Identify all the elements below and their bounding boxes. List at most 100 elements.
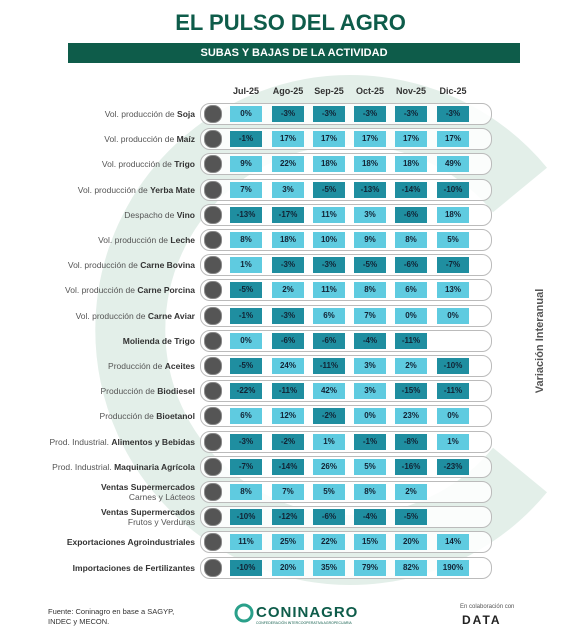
column-header: Dic-25 xyxy=(439,86,467,96)
value-cell: -1% xyxy=(230,307,262,324)
value-cell: -3% xyxy=(354,106,386,122)
row-label: Vol. producción de Leche xyxy=(20,235,195,245)
column-header: Oct-25 xyxy=(355,86,384,96)
row-label: Vol. producción de Yerba Mate xyxy=(20,185,195,195)
value-cell: 8% xyxy=(354,282,386,299)
value-cell: -4% xyxy=(354,332,386,349)
label-sub: Frutos y Verduras xyxy=(127,517,195,528)
label-bold: Importaciones de Fertilizantes xyxy=(72,562,195,573)
label-prefix: Vol. producción de xyxy=(77,184,148,195)
label-bold: Biodiesel xyxy=(157,386,195,397)
row-icon xyxy=(204,483,222,501)
value-cell: -17% xyxy=(272,206,304,223)
value-cell: 42% xyxy=(313,383,345,400)
data-logo: DATA xyxy=(462,613,502,627)
value-cell: 0% xyxy=(395,307,427,324)
value-cell: -5% xyxy=(230,282,262,299)
row-icon xyxy=(204,180,222,199)
value-cell: 7% xyxy=(230,181,262,198)
value-cell: 18% xyxy=(313,156,345,173)
value-cell: -11% xyxy=(395,332,427,349)
value-cell: 0% xyxy=(437,307,469,324)
label-bold: Yerba Mate xyxy=(150,184,195,195)
value-cell: 1% xyxy=(437,433,469,450)
value-cell: 5% xyxy=(313,484,345,500)
label-bold: Bioetanol xyxy=(156,411,195,422)
label-bold: Maíz xyxy=(176,134,195,145)
value-cell: -15% xyxy=(395,383,427,400)
value-cell: 190% xyxy=(437,559,469,576)
value-cell: 11% xyxy=(313,282,345,299)
value-cell: 6% xyxy=(230,408,262,425)
value-cell: 3% xyxy=(354,358,386,374)
value-cell: 20% xyxy=(395,534,427,551)
value-cell: -5% xyxy=(313,181,345,198)
subtitle: SUBAS Y BAJAS DE LA ACTIVIDAD xyxy=(68,43,520,63)
label-bold: Soja xyxy=(177,109,195,119)
label-prefix: Producción de xyxy=(108,361,163,371)
row-icon xyxy=(204,331,222,350)
label-bold: Molienda de Trigo xyxy=(122,335,195,346)
value-cell: -14% xyxy=(395,181,427,198)
value-cell: -13% xyxy=(354,181,386,198)
value-cell: -13% xyxy=(230,206,262,223)
value-cell: -2% xyxy=(272,433,304,450)
value-cell: 3% xyxy=(354,206,386,223)
label-sub: Carnes y Lácteos xyxy=(128,492,195,502)
label-prefix: Vol. producción de xyxy=(65,285,135,296)
value-cell: 0% xyxy=(354,408,386,425)
value-cell: 18% xyxy=(395,156,427,173)
value-cell: 13% xyxy=(437,282,469,299)
value-cell: -5% xyxy=(230,358,262,374)
label-prefix: Prod. Industrial. xyxy=(52,461,112,472)
value-cell: -5% xyxy=(395,509,427,526)
row-label: Producción de Biodiesel xyxy=(20,386,195,396)
value-cell: 1% xyxy=(230,257,262,274)
row-label: Molienda de Trigo xyxy=(20,336,195,346)
value-cell: 18% xyxy=(272,232,304,248)
logo: CONINAGRO xyxy=(256,604,359,621)
value-cell: 5% xyxy=(437,232,469,248)
value-cell: 18% xyxy=(354,156,386,173)
row-label: Ventas Supermercados Carnes y Lácteos xyxy=(20,482,195,502)
logo-icon xyxy=(234,603,254,623)
value-cell: 22% xyxy=(313,534,345,551)
row-icon xyxy=(204,533,222,552)
value-cell: -1% xyxy=(230,131,262,148)
value-cell: 0% xyxy=(230,106,262,122)
label-prefix: Vol. producción de xyxy=(104,134,175,145)
value-cell: 20% xyxy=(272,559,304,576)
value-cell: 35% xyxy=(313,559,345,576)
label-bold: Vino xyxy=(176,209,195,220)
value-cell: 23% xyxy=(395,408,427,425)
value-cell: -22% xyxy=(230,383,262,400)
value-cell: 6% xyxy=(395,282,427,299)
value-cell: 2% xyxy=(272,282,304,299)
label-bold: Leche xyxy=(170,235,195,245)
row-label: Ventas Supermercados Frutos y Verduras xyxy=(20,507,195,527)
value-cell: 22% xyxy=(272,156,304,173)
row-icon xyxy=(204,508,222,527)
label-bold: Maquinaria Agrícola xyxy=(114,461,195,472)
row-icon xyxy=(204,130,222,149)
column-header: Ago-25 xyxy=(272,86,304,96)
row-icon xyxy=(204,357,222,375)
value-cell: 17% xyxy=(437,131,469,148)
value-cell: 8% xyxy=(230,232,262,248)
value-cell: -11% xyxy=(313,358,345,374)
value-cell: 0% xyxy=(230,332,262,349)
label-prefix: Vol. producción de xyxy=(101,159,172,170)
value-cell: 79% xyxy=(354,559,386,576)
label-prefix: Vol. producción de xyxy=(98,235,169,245)
column-header: Jul-25 xyxy=(232,86,259,96)
label-bold: Ventas Supermercados xyxy=(100,482,195,492)
value-cell: 12% xyxy=(272,408,304,425)
row-label: Producción de Aceites xyxy=(20,361,195,371)
value-cell: 2% xyxy=(395,358,427,374)
value-cell: -8% xyxy=(395,433,427,450)
value-cell: 5% xyxy=(354,458,386,475)
label-bold: Exportaciones Agroindustriales xyxy=(66,537,195,548)
value-cell: -10% xyxy=(230,509,262,526)
label-prefix: Producción de xyxy=(99,411,154,422)
row-label: Prod. Industrial. Alimentos y Bebidas xyxy=(20,437,195,447)
